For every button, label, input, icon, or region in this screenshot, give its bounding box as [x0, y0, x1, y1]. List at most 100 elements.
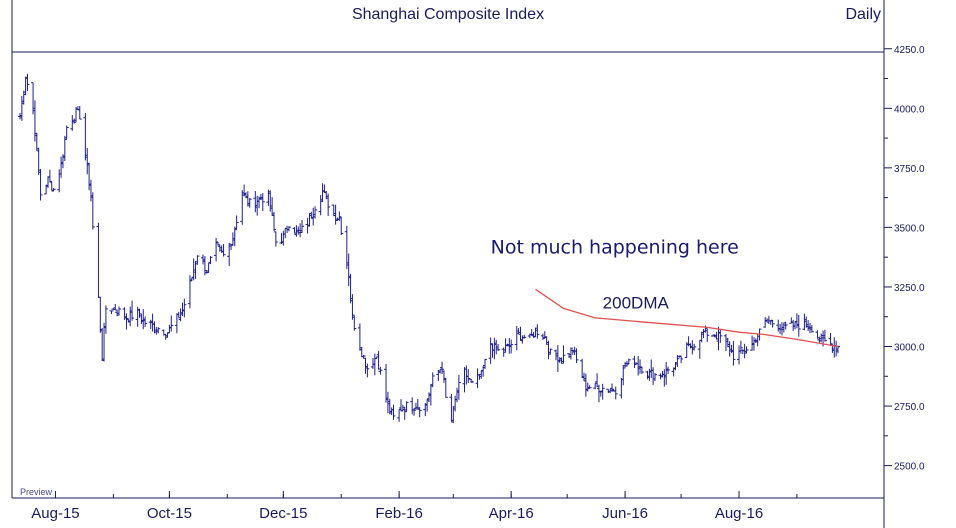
- y-tick-label: 3250.0: [894, 283, 925, 294]
- price-bars: [18, 73, 840, 424]
- ohlc-bar: [221, 244, 226, 257]
- ohlc-bar: [234, 215, 239, 230]
- ohlc-bar: [666, 366, 671, 374]
- ohlc-bar: [376, 350, 381, 370]
- ohlc-bar: [548, 348, 553, 355]
- ohlc-bar: [300, 220, 305, 234]
- ohlc-bar: [271, 211, 276, 231]
- annotation-note: Not much happening here: [491, 237, 739, 259]
- x-axis: Aug-15 Oct-15 Dec-15 Feb-16 Apr-16 Jun-16 Aug-…: [31, 491, 798, 522]
- ohlc-bar: [443, 378, 448, 398]
- ohlc-bar: [378, 366, 383, 375]
- ohlc-bar: [156, 327, 161, 334]
- chart-title: Shanghai Composite Index: [352, 6, 544, 23]
- ohlc-bar: [822, 329, 827, 342]
- ohlc-bar: [718, 328, 723, 343]
- x-tick-label: Oct-15: [147, 505, 192, 522]
- ohlc-bar: [632, 355, 637, 368]
- ohlc-bar: [227, 243, 232, 266]
- ma-200-line: [535, 288, 839, 348]
- ohlc-bar: [169, 315, 174, 332]
- ohlc-bar: [809, 325, 814, 333]
- x-tick-label: Dec-15: [259, 505, 307, 522]
- x-tick-label: Feb-16: [375, 505, 423, 522]
- ohlc-bar: [214, 237, 219, 262]
- ohlc-bar: [195, 255, 200, 265]
- ohlc-bar: [260, 193, 265, 212]
- ohlc-bar: [365, 363, 370, 378]
- ohlc-bar: [412, 408, 417, 416]
- ohlc-bar: [326, 193, 331, 217]
- ohlc-bar: [38, 169, 43, 201]
- ohlc-bar: [574, 348, 579, 364]
- ohlc-bar: [109, 310, 114, 314]
- ohlc-bar: [350, 294, 355, 320]
- ohlc-bar: [675, 355, 680, 367]
- period-label: Daily: [845, 6, 881, 23]
- annotation-ma-label: 200DMA: [603, 293, 670, 312]
- ohlc-bar: [441, 370, 446, 383]
- ohlc-bar: [143, 316, 148, 327]
- y-tick-label: 2750.0: [894, 402, 925, 413]
- ohlc-bar: [770, 319, 775, 328]
- ohlc-bar: [273, 231, 278, 247]
- ohlc-bar: [357, 323, 362, 351]
- ohlc-bar: [313, 206, 318, 219]
- ohlc-bar: [90, 192, 95, 230]
- ohlc-bar: [621, 365, 626, 386]
- ohlc-bar: [639, 366, 644, 374]
- preview-label: Preview: [20, 487, 53, 497]
- ohlc-bar: [796, 314, 801, 337]
- ohlc-bar: [430, 372, 435, 388]
- ohlc-bar: [64, 125, 69, 140]
- ohlc-bar: [783, 321, 788, 330]
- x-tick-label: Jun-16: [602, 505, 648, 522]
- ohlc-bar: [96, 222, 101, 298]
- ohlc-bar: [116, 306, 121, 316]
- y-tick-label: 3500.0: [894, 223, 925, 234]
- ohlc-bar: [208, 256, 213, 265]
- ohlc-bar: [456, 374, 461, 400]
- ohlc-bar: [828, 332, 833, 346]
- ohlc-bar: [468, 378, 473, 381]
- y-tick-label: 4000.0: [894, 104, 925, 115]
- ohlc-bar: [738, 340, 743, 354]
- ohlc-bar: [339, 216, 344, 236]
- ohlc-bar: [352, 315, 357, 331]
- ohlc-bar: [51, 188, 56, 192]
- ohlc-bar: [679, 355, 684, 364]
- ma-200-line-group: [535, 288, 839, 348]
- ohlc-bar: [600, 383, 605, 400]
- y-tick-label: 2500.0: [894, 462, 925, 473]
- ohlc-bar: [103, 305, 108, 334]
- ohlc-bar: [613, 386, 618, 400]
- y-tick-label: 4250.0: [894, 45, 925, 56]
- x-tick-label: Aug-16: [715, 505, 763, 522]
- ohlc-bar: [286, 225, 291, 232]
- ohlc-bar: [404, 401, 409, 413]
- ohlc-bar: [836, 345, 840, 354]
- ohlc-bar: [247, 198, 252, 208]
- ohlc-bar: [77, 106, 82, 120]
- ohlc-bar: [626, 358, 631, 365]
- ohlc-bar: [568, 347, 573, 360]
- x-tick-label: Aug-15: [31, 505, 79, 522]
- ohlc-bar: [509, 339, 514, 354]
- y-tick-label: 3000.0: [894, 343, 925, 354]
- annotations: Not much happening here 200DMA: [491, 237, 739, 313]
- ohlc-bar: [652, 373, 657, 382]
- ohlc-bar: [206, 262, 211, 273]
- ohlc-bar: [25, 73, 30, 91]
- ohlc-bar: [232, 226, 237, 247]
- chart-frame: [11, 0, 885, 528]
- ohlc-bar: [391, 404, 396, 420]
- ohlc-bar: [417, 407, 422, 418]
- y-axis: 4250.0 4000.0 3750.0 3500.0 3250.0 3000.0 2750…: [884, 45, 925, 473]
- ohlc-bar: [483, 358, 488, 369]
- ohlc-bar: [130, 300, 135, 321]
- ohlc-bar: [535, 324, 540, 339]
- ohlc-bar: [440, 361, 445, 375]
- ohlc-bar: [731, 340, 736, 366]
- ohlc-bar: [62, 135, 67, 162]
